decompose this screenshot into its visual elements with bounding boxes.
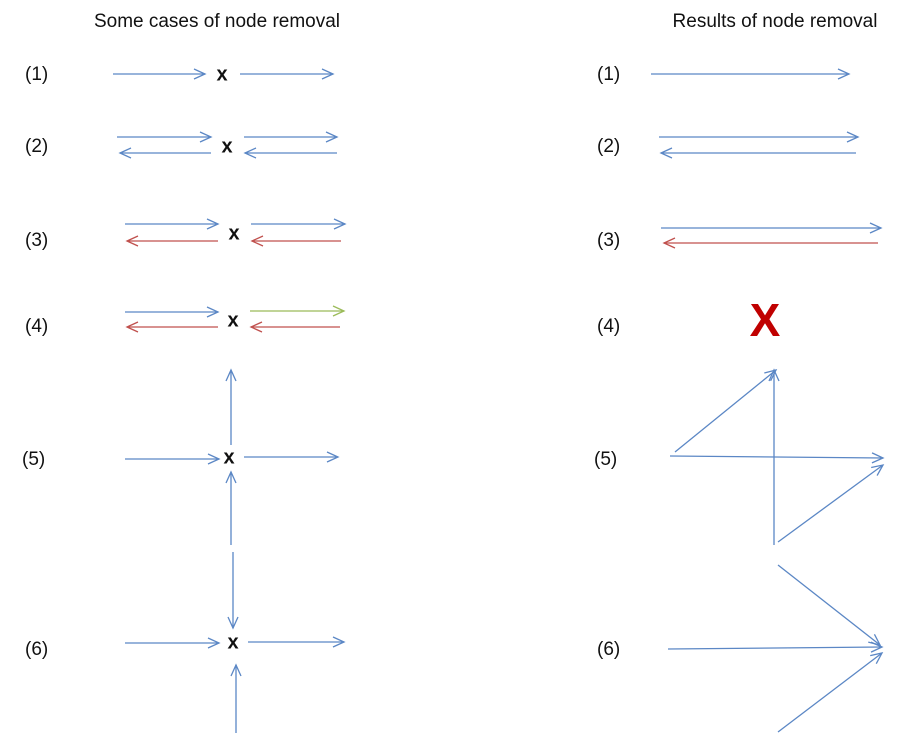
case-label: (5) (594, 449, 617, 470)
case-label: (2) (25, 136, 48, 157)
case-label: (6) (25, 639, 48, 660)
case-label: (3) (597, 230, 620, 251)
node: x (223, 446, 234, 468)
removed-mark: X (750, 294, 781, 346)
node: x (221, 135, 232, 157)
right-title: Results of node removal (673, 11, 878, 32)
case-label: (6) (597, 639, 620, 660)
node: x (228, 222, 239, 244)
node: x (216, 63, 227, 85)
node: x (227, 309, 238, 331)
case-label: (1) (597, 64, 620, 85)
case-label: (2) (597, 136, 620, 157)
node: x (227, 631, 238, 653)
case-label: (4) (25, 316, 48, 337)
case-label: (3) (25, 230, 48, 251)
case-label: (1) (25, 64, 48, 85)
case-label: (5) (22, 449, 45, 470)
left-title: Some cases of node removal (94, 11, 340, 32)
arrows (113, 68, 885, 733)
case-label: (4) (597, 316, 620, 337)
